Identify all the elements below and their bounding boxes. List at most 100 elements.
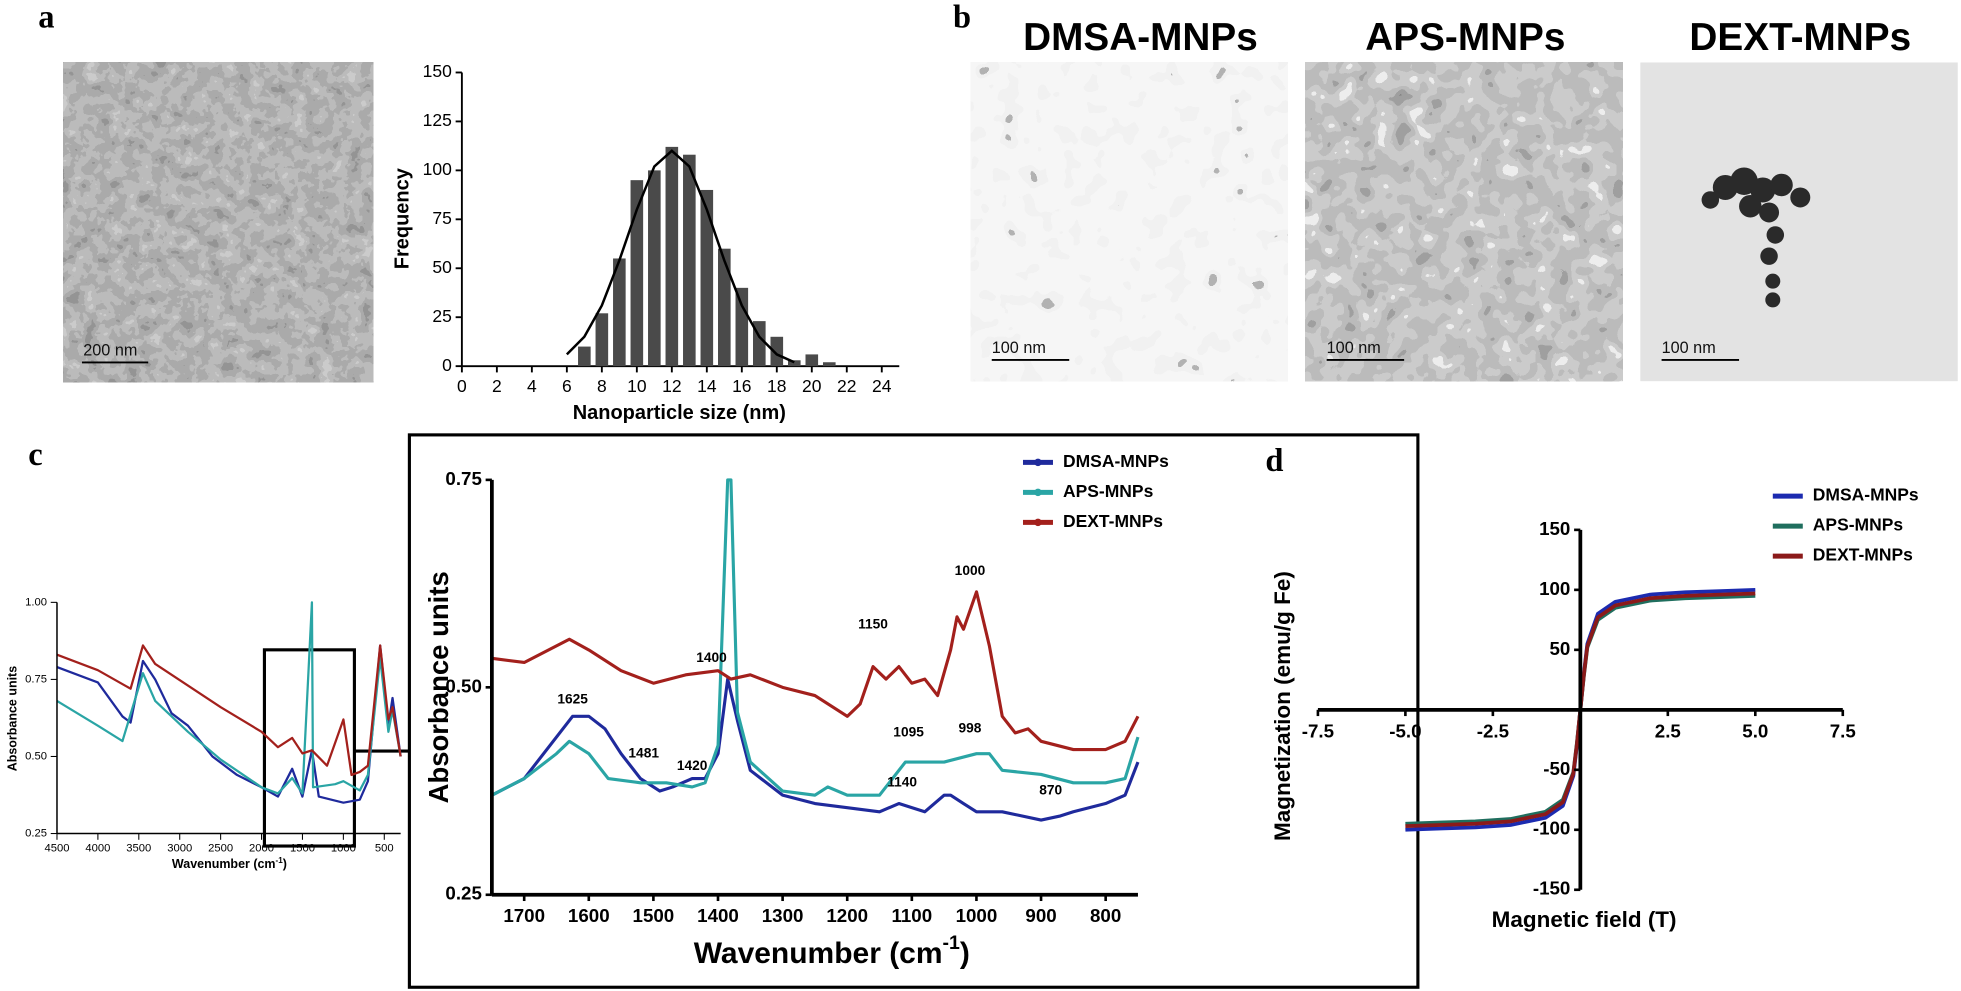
- legend-label: APS-MNPs: [1813, 515, 1903, 535]
- bar: [683, 154, 696, 367]
- x-axis-label-part: -1: [276, 855, 284, 864]
- x-tick-label: 500: [375, 843, 394, 855]
- legend-marker: [1034, 488, 1042, 497]
- y-tick-label: 100: [423, 159, 452, 179]
- x-tick-label: 24: [872, 376, 892, 396]
- y-tick-label: 125: [423, 110, 452, 130]
- y-tick-label: -50: [1543, 758, 1570, 779]
- annotation: 870: [1039, 783, 1062, 798]
- x-tick-label: 2.5: [1655, 720, 1681, 741]
- y-tick-label: 50: [432, 257, 452, 277]
- legend-label: DMSA-MNPs: [1813, 485, 1919, 505]
- x-tick-label: 1700: [503, 905, 545, 926]
- x-axis-label-part: -1: [943, 932, 960, 954]
- tem-image: [1640, 62, 1958, 382]
- y-tick-label: -100: [1533, 818, 1571, 839]
- image-title: DMSA-MNPs: [1023, 16, 1258, 59]
- x-tick-label: 4500: [44, 843, 69, 855]
- tem-image: [1305, 62, 1623, 382]
- legend-label: DEXT-MNPs: [1063, 511, 1163, 531]
- scale-bar-label: 100 nm: [992, 339, 1046, 357]
- panel-label: b: [953, 0, 971, 35]
- annotation: 1420: [677, 758, 708, 773]
- x-tick-label: 800: [1090, 905, 1121, 926]
- legend-label: APS-MNPs: [1063, 481, 1153, 501]
- y-tick-label: 0.25: [445, 883, 481, 904]
- x-axis-label: Wavenumber (cm-1): [694, 932, 970, 970]
- series-line: [491, 677, 1140, 822]
- bar: [578, 346, 591, 367]
- x-tick-label: 900: [1025, 905, 1056, 926]
- x-axis-label-part: ): [960, 937, 970, 970]
- bar: [595, 313, 609, 367]
- bar: [648, 170, 661, 367]
- x-axis-label: Wavenumber (cm-1): [172, 855, 287, 871]
- panel-label: d: [1265, 443, 1283, 479]
- y-tick-label: 0: [442, 355, 452, 375]
- y-axis-label: Magnetization (emu/g Fe): [1270, 571, 1295, 841]
- x-tick-label: 1300: [762, 905, 804, 926]
- annotation: 1140: [887, 774, 917, 789]
- y-axis-label: Frequency: [391, 168, 413, 269]
- x-tick-label: 5.0: [1742, 720, 1768, 741]
- scale-bar-label: 100 nm: [1327, 339, 1381, 357]
- series-line: [56, 601, 402, 795]
- x-tick-label: 18: [767, 376, 786, 396]
- x-tick-label: 3000: [167, 843, 192, 855]
- x-tick-label: 14: [697, 376, 717, 396]
- x-tick-label: 1000: [331, 843, 356, 855]
- y-tick-label: 0.75: [445, 468, 481, 489]
- y-tick-label: 50: [1550, 638, 1571, 659]
- x-tick-label: 8: [597, 376, 607, 396]
- bar: [822, 362, 836, 367]
- x-tick-label: 16: [732, 376, 751, 396]
- series-line: [56, 644, 402, 804]
- x-tick-label: -2.5: [1477, 720, 1509, 741]
- x-tick-label: -7.5: [1302, 720, 1334, 741]
- x-tick-label: 2500: [208, 843, 233, 855]
- scale-bar-label: 100 nm: [1662, 339, 1716, 357]
- bar: [665, 146, 679, 367]
- x-tick-label: 6: [562, 376, 572, 396]
- series-line: [56, 644, 402, 777]
- x-tick-label: 1500: [290, 843, 315, 855]
- x-tick-label: 4000: [85, 843, 110, 855]
- scale-bar-label: 200 nm: [83, 341, 137, 359]
- x-axis-label-part: Wavenumber (cm: [172, 857, 276, 871]
- bar: [787, 360, 801, 367]
- x-tick-label: 2000: [249, 843, 274, 855]
- legend-marker: [1034, 518, 1042, 527]
- fit-curve: [565, 149, 795, 364]
- x-tick-label: 1000: [956, 905, 998, 926]
- annotation: 1400: [696, 650, 727, 665]
- series-line: [491, 590, 1140, 752]
- x-tick-label: 3500: [126, 843, 151, 855]
- y-tick-label: 1.00: [25, 596, 47, 608]
- bar: [718, 248, 731, 367]
- x-tick-label: 1400: [697, 905, 739, 926]
- panel-label: a: [38, 0, 54, 35]
- y-tick-label: 0.50: [445, 675, 481, 696]
- tem-image: [63, 62, 374, 383]
- bar: [805, 354, 819, 367]
- y-tick-label: -150: [1533, 878, 1571, 899]
- y-tick-label: 150: [423, 61, 452, 81]
- y-tick-label: 150: [1539, 518, 1570, 539]
- annotation: 1481: [628, 745, 659, 760]
- y-tick-label: 0.25: [25, 828, 47, 840]
- x-tick-label: 12: [662, 376, 681, 396]
- bar: [613, 258, 626, 367]
- bar: [700, 189, 714, 367]
- y-tick-label: 75: [432, 208, 451, 228]
- x-tick-label: 4: [527, 376, 537, 396]
- annotation: 1150: [858, 617, 888, 632]
- annotation: 998: [959, 720, 982, 735]
- x-axis-label: Nanoparticle size (nm): [573, 402, 786, 424]
- x-tick-label: 0: [457, 376, 467, 396]
- x-tick-label: 1500: [633, 905, 675, 926]
- x-tick-label: 22: [837, 376, 856, 396]
- x-axis-label: Magnetic field (T): [1492, 907, 1677, 932]
- annotation: 1095: [893, 725, 924, 740]
